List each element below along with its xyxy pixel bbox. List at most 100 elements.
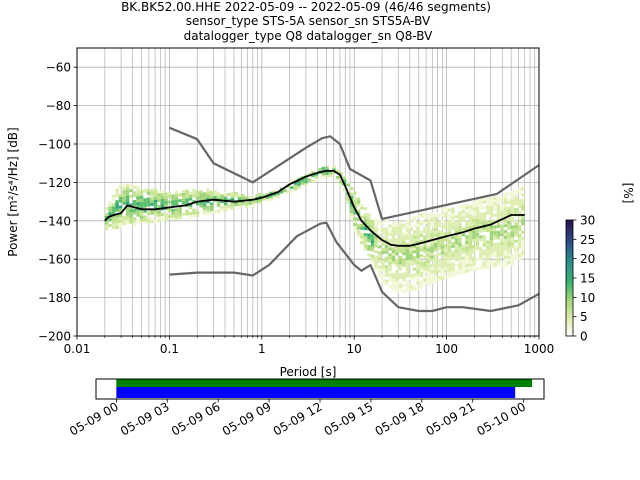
- histogram-cell: [223, 193, 228, 197]
- histogram-cell: [377, 271, 382, 275]
- histogram-cell: [468, 217, 473, 220]
- histogram-cell: [220, 208, 224, 212]
- histogram-cell: [416, 272, 420, 276]
- histogram-cell: [325, 174, 329, 178]
- histogram-cell: [111, 209, 116, 213]
- histogram-cell: [150, 200, 154, 204]
- histogram-cell: [510, 239, 515, 243]
- histogram-cell: [237, 205, 242, 209]
- histogram-cell: [384, 230, 389, 234]
- histogram-cell: [412, 233, 417, 237]
- histogram-cell: [458, 214, 462, 218]
- histogram-cell: [451, 262, 455, 266]
- histogram-cell: [132, 217, 137, 221]
- percentile-curves: [104, 126, 539, 313]
- histogram-cell: [178, 199, 182, 203]
- histogram-cell: [181, 198, 186, 202]
- histogram-cell: [111, 223, 116, 227]
- histogram-cell: [468, 231, 473, 235]
- histogram-cell: [181, 201, 186, 205]
- histogram-cell: [482, 240, 487, 244]
- histogram-cell: [437, 229, 441, 233]
- histogram-cell: [244, 196, 249, 200]
- histogram-cell: [269, 197, 273, 201]
- histogram-cell: [174, 196, 179, 200]
- histogram-cell: [405, 283, 410, 287]
- histogram-cell: [454, 241, 459, 244]
- histogram-cell: [223, 196, 228, 200]
- histogram-cell: [517, 225, 522, 229]
- histogram-cell: [377, 219, 382, 223]
- histogram-cell: [199, 193, 203, 197]
- histogram-cell: [416, 249, 420, 253]
- histogram-cell: [440, 225, 445, 229]
- histogram-cell: [440, 254, 445, 258]
- histogram-cell: [440, 271, 445, 275]
- histogram-cell: [493, 254, 497, 258]
- histogram-cell: [206, 206, 210, 209]
- histogram-cell: [227, 204, 231, 208]
- histogram-cell: [216, 200, 221, 204]
- histogram-cell: [171, 214, 175, 218]
- histogram-cell: [510, 237, 515, 240]
- histogram-cell: [227, 207, 231, 211]
- histogram-cell: [472, 204, 476, 208]
- histogram-cell: [472, 210, 476, 214]
- histogram-cell: [150, 208, 154, 212]
- histogram-cell: [433, 239, 438, 243]
- histogram-cell: [381, 265, 385, 269]
- histogram-cell: [139, 190, 144, 193]
- histogram-cell: [507, 223, 511, 227]
- histogram-cell: [426, 213, 431, 217]
- histogram-cell: [167, 191, 172, 195]
- histogram-cell: [157, 219, 161, 223]
- histogram-cell: [468, 211, 473, 215]
- histogram-cell: [402, 235, 406, 238]
- histogram-cell: [479, 203, 483, 207]
- histogram-cell: [447, 243, 452, 246]
- histogram-cell: [482, 261, 487, 264]
- y-axis-label: Power [m²/s⁴/Hz] [dB]: [6, 127, 20, 256]
- histogram-cell: [188, 197, 193, 201]
- histogram-cell: [398, 235, 403, 239]
- histogram-cell: [412, 244, 417, 248]
- histogram-cell: [500, 227, 504, 231]
- histogram-cell: [454, 246, 459, 250]
- histogram-cell: [160, 190, 165, 193]
- histogram-cell: [465, 226, 469, 230]
- histogram-cell: [178, 213, 182, 217]
- histogram-cell: [409, 282, 413, 286]
- histogram-cell: [398, 264, 403, 268]
- histogram-cell: [160, 192, 165, 196]
- histogram-cell: [447, 225, 452, 229]
- histogram-cell: [458, 217, 462, 220]
- histogram-cell: [153, 211, 158, 215]
- histogram-cell: [388, 238, 392, 242]
- histogram-cell: [461, 207, 466, 211]
- histogram-cell: [503, 238, 508, 242]
- histogram-cell: [370, 245, 375, 249]
- histogram-cell: [318, 176, 322, 180]
- histogram-cell: [391, 229, 396, 233]
- histogram-cell: [479, 221, 483, 224]
- histogram-cell: [139, 204, 144, 208]
- histogram-cell: [451, 207, 455, 211]
- histogram-cell: [437, 223, 441, 227]
- histogram-cell: [475, 201, 480, 205]
- histogram-cell: [342, 188, 347, 191]
- histogram-cell: [234, 191, 238, 195]
- histogram-cell: [381, 259, 385, 263]
- title-line-2: sensor_type STS-5A sensor_sn STS5A-BV: [186, 14, 431, 28]
- x-tick-label: 10: [347, 342, 362, 356]
- histogram-cell: [374, 229, 378, 233]
- histogram-cell: [440, 248, 445, 252]
- histogram-cell: [398, 232, 403, 236]
- histogram-cell: [185, 189, 189, 193]
- histogram-cell: [206, 200, 210, 204]
- histogram-cell: [374, 250, 378, 253]
- histogram-cell: [426, 231, 431, 235]
- histogram-cell: [472, 250, 476, 254]
- histogram-cell: [451, 256, 455, 260]
- histogram-cell: [353, 200, 357, 203]
